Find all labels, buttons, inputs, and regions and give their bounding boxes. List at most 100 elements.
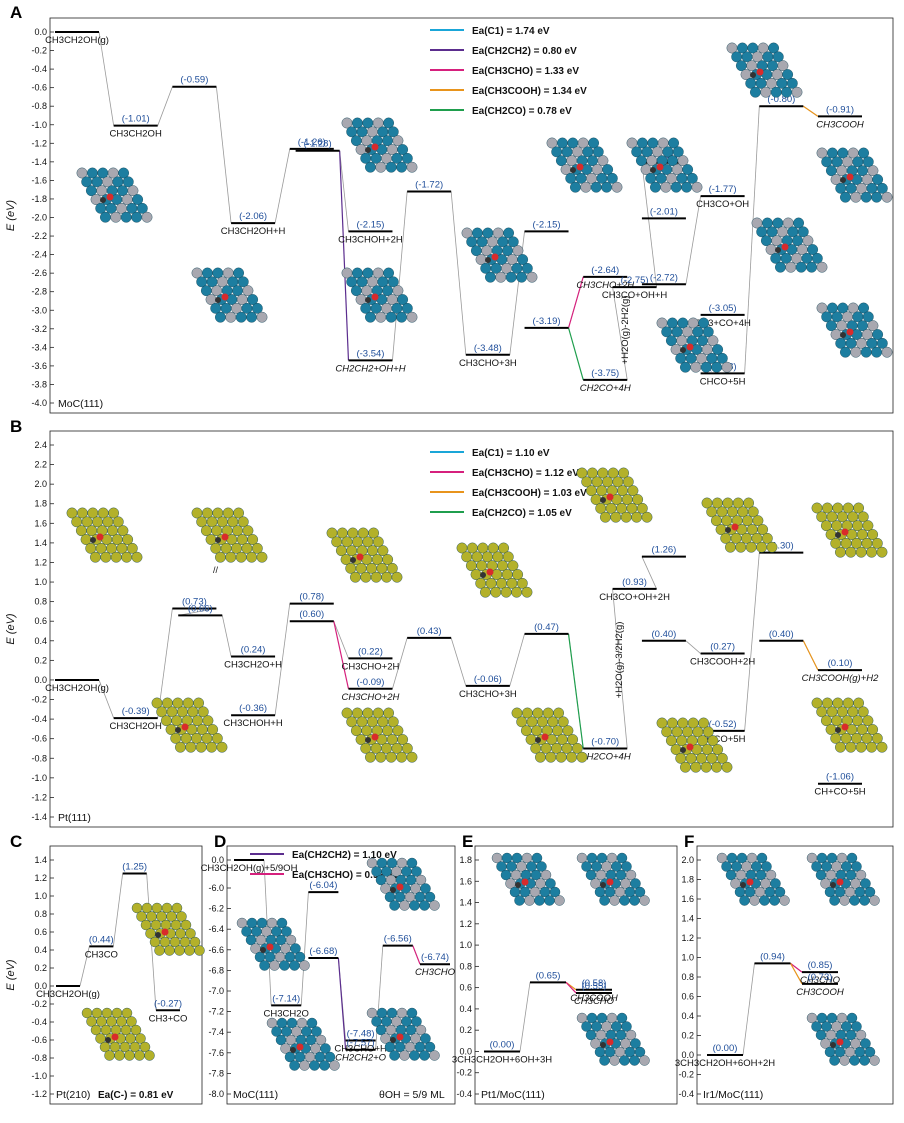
atom bbox=[750, 86, 761, 98]
surface-slab-icon bbox=[811, 502, 888, 558]
atom bbox=[311, 1026, 322, 1037]
atom bbox=[411, 866, 422, 877]
carbon-atom bbox=[365, 147, 371, 153]
level-label: CH3CH2OH+H bbox=[221, 226, 286, 237]
atom bbox=[851, 861, 862, 872]
atom bbox=[871, 346, 882, 358]
atom bbox=[364, 311, 376, 323]
atom bbox=[392, 135, 404, 147]
ytick-label: 2.0 bbox=[681, 855, 694, 865]
atom bbox=[802, 235, 814, 247]
atom bbox=[536, 861, 547, 872]
atom bbox=[840, 346, 851, 358]
level-value: (0.24) bbox=[241, 644, 266, 655]
atom bbox=[309, 1060, 320, 1071]
path-highlight-ch3cho bbox=[412, 945, 421, 965]
level-value: (0.78) bbox=[299, 592, 324, 603]
ytick-label: -1.4 bbox=[31, 812, 47, 822]
atom bbox=[872, 329, 884, 340]
surface-slab-icon bbox=[81, 1007, 155, 1061]
atom bbox=[500, 586, 512, 598]
atom bbox=[281, 926, 292, 937]
path-highlight-ch3cho bbox=[333, 621, 350, 689]
atom bbox=[634, 1046, 646, 1058]
atom bbox=[372, 536, 384, 548]
atom bbox=[397, 144, 409, 155]
ytick-label: 1.4 bbox=[34, 538, 47, 548]
atom bbox=[639, 1055, 650, 1066]
atom bbox=[670, 181, 682, 193]
atom bbox=[840, 191, 851, 203]
path-connector bbox=[744, 106, 760, 374]
atom bbox=[185, 928, 196, 939]
atom bbox=[164, 945, 175, 956]
carbon-atom bbox=[740, 882, 746, 888]
level-value: (1.26) bbox=[652, 545, 677, 556]
atom bbox=[225, 551, 237, 563]
ytick-label: 0.8 bbox=[34, 597, 47, 607]
level-value: (-0.59) bbox=[180, 75, 208, 86]
level-label: CH3+CO bbox=[149, 1013, 188, 1024]
atom bbox=[760, 86, 772, 98]
coverage-label: θOH = 5/9 ML bbox=[379, 1089, 445, 1101]
legend-entry: Ea(CH2CO) = 1.05 eV bbox=[472, 508, 572, 519]
atom bbox=[225, 311, 237, 323]
atom bbox=[512, 569, 524, 580]
atom bbox=[289, 1060, 300, 1071]
atom bbox=[554, 895, 565, 906]
atom bbox=[512, 245, 524, 257]
legend-entry: Ea(CH2CO) = 0.78 eV bbox=[472, 106, 572, 117]
ytick-label: -6.0 bbox=[208, 883, 224, 893]
ytick-label: -1.0 bbox=[31, 773, 47, 783]
carbon-atom bbox=[830, 882, 836, 888]
atom bbox=[406, 1007, 418, 1019]
atom bbox=[349, 571, 361, 583]
carbon-atom bbox=[175, 727, 181, 733]
ytick-label: -7.4 bbox=[208, 1027, 224, 1037]
ytick-label: -0.2 bbox=[456, 1068, 472, 1078]
atom bbox=[259, 960, 270, 971]
atom bbox=[495, 271, 507, 283]
panel-frame-E bbox=[474, 845, 678, 1105]
level-label: CH3CHO+2H bbox=[342, 661, 400, 672]
ytick-label: -6.8 bbox=[208, 965, 224, 975]
atom bbox=[389, 900, 400, 911]
atom bbox=[876, 546, 888, 558]
oxygen-atom bbox=[836, 878, 844, 886]
atom bbox=[862, 156, 874, 168]
atom bbox=[752, 515, 764, 527]
ytick-label: -1.0 bbox=[31, 1071, 47, 1081]
atom bbox=[756, 541, 767, 553]
level-label: CH3CHOH+2H bbox=[338, 234, 403, 245]
oxygen-atom bbox=[521, 878, 529, 886]
oxygen-atom bbox=[111, 1033, 119, 1041]
surface-slab-icon bbox=[131, 902, 205, 956]
ytick-label: 0.2 bbox=[34, 963, 47, 973]
level-value: (0.40) bbox=[652, 629, 677, 640]
level-value: (-1.28) bbox=[304, 139, 332, 150]
path-connector bbox=[274, 603, 291, 716]
atom bbox=[479, 586, 491, 598]
atom bbox=[677, 155, 689, 167]
panel-label-F: F bbox=[684, 832, 694, 851]
atom bbox=[698, 717, 709, 729]
atom bbox=[862, 311, 874, 323]
ytick-label: 0.0 bbox=[34, 27, 47, 37]
ytick-label: -6.6 bbox=[208, 945, 224, 955]
ytick-label: 1.6 bbox=[459, 876, 472, 886]
carbon-atom bbox=[570, 167, 576, 173]
carbon-atom bbox=[365, 297, 371, 303]
atom bbox=[242, 285, 254, 297]
ytick-label: -7.6 bbox=[208, 1048, 224, 1058]
atom bbox=[650, 181, 661, 193]
oxygen-atom bbox=[841, 528, 849, 536]
level-value: (-7.48) bbox=[347, 1028, 375, 1039]
atom bbox=[139, 1041, 151, 1053]
ytick-label: -1.4 bbox=[31, 157, 47, 167]
atom bbox=[387, 126, 399, 138]
atom bbox=[396, 751, 407, 763]
atom bbox=[498, 542, 509, 554]
atom bbox=[871, 537, 883, 549]
atom bbox=[289, 960, 300, 971]
